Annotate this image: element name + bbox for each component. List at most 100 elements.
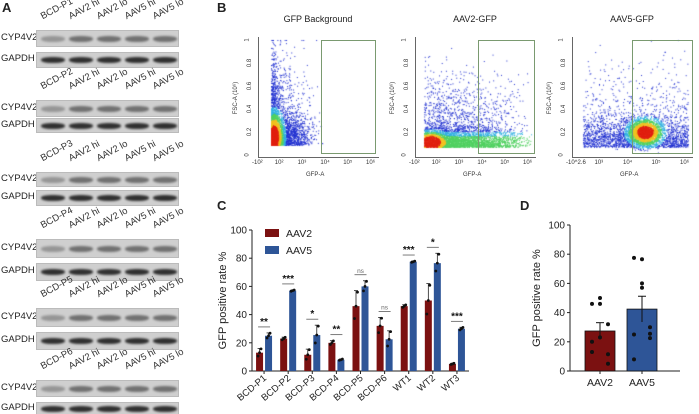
protein-band	[125, 385, 149, 392]
protein-band	[125, 406, 149, 412]
y-tick-label: 0.6	[247, 81, 254, 91]
data-point	[598, 296, 602, 300]
data-point	[315, 333, 319, 337]
protein-band	[125, 245, 149, 252]
significance-label: *	[431, 237, 435, 248]
gfp-positive-gate[interactable]	[478, 40, 535, 154]
y-tick-label: 1	[401, 38, 408, 42]
protein-band	[41, 105, 65, 112]
blot-strip	[36, 30, 179, 47]
y-tick-label: 40	[554, 308, 566, 319]
x-tick-label: 10⁴	[623, 160, 633, 166]
x-tick-label: -10^2.6	[566, 160, 586, 166]
protein-band	[69, 122, 93, 129]
protein-band	[153, 176, 177, 183]
data-point	[387, 337, 391, 341]
y-tick-label: 20	[554, 337, 566, 348]
protein-band	[153, 122, 177, 129]
protein-band	[69, 385, 93, 392]
blot-strip	[36, 52, 179, 68]
panel-c-label: C	[217, 198, 227, 213]
y-axis-label: FSC-A (10⁶)	[233, 81, 240, 115]
cyp4v2-row-label: CYP4V2	[1, 310, 38, 322]
flow-scatter-plot	[258, 37, 379, 158]
y-tick-label: 40	[236, 310, 248, 321]
y-tick-label: 0.6	[561, 81, 568, 91]
x-tick-label: 10⁶	[366, 160, 376, 166]
protein-band	[97, 122, 121, 129]
protein-band	[97, 105, 121, 112]
y-tick-label: 0.4	[247, 104, 254, 114]
data-point	[413, 259, 417, 263]
protein-band	[69, 314, 93, 321]
data-point	[389, 330, 393, 334]
data-point	[648, 336, 652, 341]
significance-label: **	[332, 325, 340, 336]
bar-aav5	[313, 335, 321, 371]
panel-d-bar-chart: 0 20 40 60 80 100 GFP positive rate % AAV2 AAV5	[531, 221, 680, 389]
data-point	[292, 288, 296, 292]
y-tick-label: 0.4	[404, 104, 411, 114]
y-tick-label: 1	[558, 38, 565, 42]
lane-label: AAV5 hi	[122, 205, 158, 231]
x-tick-label: 10³	[297, 160, 307, 166]
bar-aav5	[289, 290, 297, 371]
x-tick-label: 10²	[274, 160, 284, 166]
protein-band	[69, 406, 93, 412]
x-tick-label: -10²	[252, 160, 263, 166]
data-point	[304, 357, 308, 361]
protein-band	[69, 195, 93, 201]
data-point	[428, 283, 432, 287]
protein-band	[41, 338, 65, 344]
cyp4v2-row-label: CYP4V2	[1, 31, 38, 43]
x-axis-label: GFP-A	[620, 172, 639, 178]
significance-label: *	[310, 309, 314, 320]
flow-plot-title: GFP Background	[283, 14, 353, 24]
y-tick-label: 0.6	[404, 81, 411, 91]
data-point	[648, 331, 652, 336]
x-tick-label: 10⁴	[477, 160, 487, 166]
legend-label: AAV5	[286, 245, 312, 257]
data-point	[316, 324, 320, 328]
protein-band	[69, 176, 93, 183]
protein-band	[125, 195, 149, 201]
protein-band	[97, 57, 121, 63]
data-point	[356, 290, 359, 294]
data-point	[598, 301, 602, 306]
gfp-positive-gate[interactable]	[632, 40, 693, 154]
data-point	[363, 285, 367, 288]
data-point	[283, 335, 287, 339]
y-tick-label: 0.8	[247, 58, 254, 68]
data-point	[258, 351, 261, 355]
protein-band	[125, 176, 149, 183]
bar-aav2	[448, 363, 456, 371]
y-tick-label: 0	[401, 153, 408, 157]
protein-band	[69, 35, 93, 42]
gfp-positive-gate[interactable]	[321, 40, 376, 154]
x-tick-label: AAV5	[629, 377, 655, 389]
x-tick-label: 10⁴	[320, 160, 330, 166]
cyp4v2-row-label: CYP4V2	[1, 381, 38, 393]
data-point	[632, 332, 636, 337]
blot-strip	[36, 402, 179, 414]
data-point	[434, 269, 438, 273]
data-point	[606, 361, 610, 366]
protein-band	[153, 314, 177, 321]
gapdh-row-label: GAPDH	[1, 265, 35, 276]
y-axis-label: GFP positive rate %	[217, 251, 229, 349]
lane-label: AAV2 lo	[94, 138, 130, 164]
bar-aav2	[328, 342, 336, 371]
protein-band	[41, 314, 65, 321]
bar-aav2	[400, 306, 408, 371]
protein-band	[41, 385, 65, 392]
blot-strip	[36, 263, 179, 281]
data-point	[354, 304, 358, 308]
protein-band	[97, 269, 121, 275]
data-point	[461, 326, 465, 329]
blot-strip	[36, 239, 179, 258]
x-tick-label: 10⁵	[343, 160, 353, 166]
data-point	[265, 336, 269, 340]
x-tick-label: 10³	[594, 160, 604, 166]
